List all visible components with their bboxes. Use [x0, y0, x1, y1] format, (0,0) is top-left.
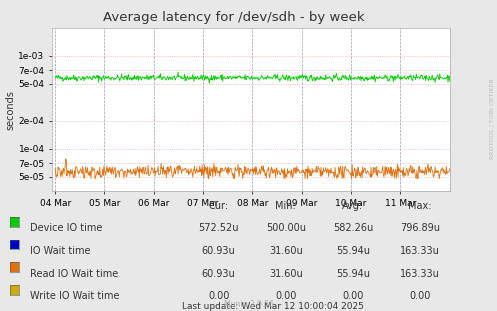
Text: 0.00: 0.00	[409, 291, 431, 301]
Text: RRDTOOL / TOBI OETIKER: RRDTOOL / TOBI OETIKER	[490, 78, 495, 159]
Text: 0.00: 0.00	[342, 291, 364, 301]
Text: Read IO Wait time: Read IO Wait time	[30, 269, 118, 279]
Text: 60.93u: 60.93u	[202, 269, 236, 279]
Text: Munin 2.0.56: Munin 2.0.56	[224, 300, 273, 309]
Text: Average latency for /dev/sdh - by week: Average latency for /dev/sdh - by week	[103, 11, 364, 24]
Text: 0.00: 0.00	[208, 291, 230, 301]
Text: Cur:: Cur:	[209, 201, 229, 211]
Text: Last update: Wed Mar 12 10:00:04 2025: Last update: Wed Mar 12 10:00:04 2025	[182, 302, 364, 311]
Text: 163.33u: 163.33u	[400, 269, 440, 279]
Text: Write IO Wait time: Write IO Wait time	[30, 291, 119, 301]
Text: 163.33u: 163.33u	[400, 246, 440, 256]
Text: 796.89u: 796.89u	[400, 223, 440, 233]
Text: 55.94u: 55.94u	[336, 246, 370, 256]
Text: 31.60u: 31.60u	[269, 269, 303, 279]
Text: IO Wait time: IO Wait time	[30, 246, 90, 256]
Text: Max:: Max:	[408, 201, 432, 211]
Text: 572.52u: 572.52u	[198, 223, 239, 233]
Text: 60.93u: 60.93u	[202, 246, 236, 256]
Text: Avg:: Avg:	[342, 201, 363, 211]
Text: 0.00: 0.00	[275, 291, 297, 301]
Y-axis label: seconds: seconds	[5, 90, 15, 130]
Text: Device IO time: Device IO time	[30, 223, 102, 233]
Text: 582.26u: 582.26u	[333, 223, 373, 233]
Text: Min:: Min:	[275, 201, 296, 211]
Text: 55.94u: 55.94u	[336, 269, 370, 279]
Text: 500.00u: 500.00u	[266, 223, 306, 233]
Text: 31.60u: 31.60u	[269, 246, 303, 256]
